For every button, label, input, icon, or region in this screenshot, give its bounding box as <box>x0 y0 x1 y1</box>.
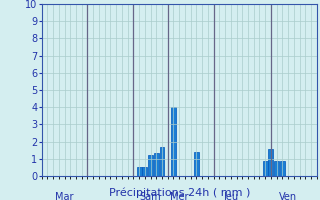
Bar <box>154 153 159 176</box>
Bar <box>142 167 147 176</box>
Bar <box>194 152 199 176</box>
Text: Mer: Mer <box>170 192 188 200</box>
Bar <box>148 155 153 176</box>
Text: Mar: Mar <box>55 192 74 200</box>
Bar <box>160 147 164 176</box>
Bar <box>263 161 268 176</box>
Bar <box>137 167 141 176</box>
Bar <box>171 107 176 176</box>
Text: Jeu: Jeu <box>223 192 238 200</box>
Text: Ven: Ven <box>279 192 297 200</box>
Bar <box>268 149 273 176</box>
Text: Précipitations 24h ( mm ): Précipitations 24h ( mm ) <box>108 188 250 198</box>
Bar <box>280 161 285 176</box>
Text: Sam: Sam <box>140 192 161 200</box>
Bar <box>274 161 279 176</box>
